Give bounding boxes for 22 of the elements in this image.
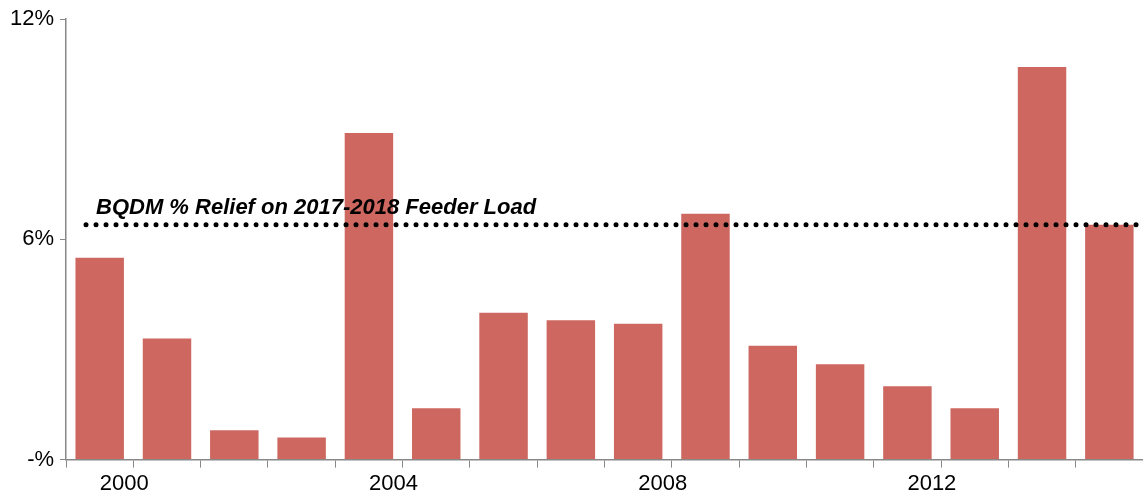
y-tick-label: 6% — [22, 225, 55, 251]
bar — [950, 408, 999, 460]
bar — [883, 386, 932, 460]
bar — [748, 345, 798, 460]
bar — [142, 338, 192, 460]
x-tick-label: 2008 — [638, 469, 688, 495]
bar — [815, 364, 865, 460]
x-tick-label: 2000 — [99, 469, 149, 495]
bar — [1085, 224, 1134, 460]
y-tick-label: -% — [27, 445, 55, 471]
x-tick-label: 2004 — [368, 469, 418, 495]
bar — [681, 213, 730, 460]
x-tick-label: 2012 — [907, 469, 957, 495]
bar — [75, 257, 124, 460]
bar — [1017, 66, 1067, 460]
bar — [277, 437, 326, 460]
bar — [210, 430, 259, 460]
bar — [546, 320, 596, 460]
bar — [479, 312, 528, 460]
y-tick-label: 12% — [9, 5, 55, 31]
bar — [613, 323, 663, 460]
bar — [412, 408, 461, 460]
